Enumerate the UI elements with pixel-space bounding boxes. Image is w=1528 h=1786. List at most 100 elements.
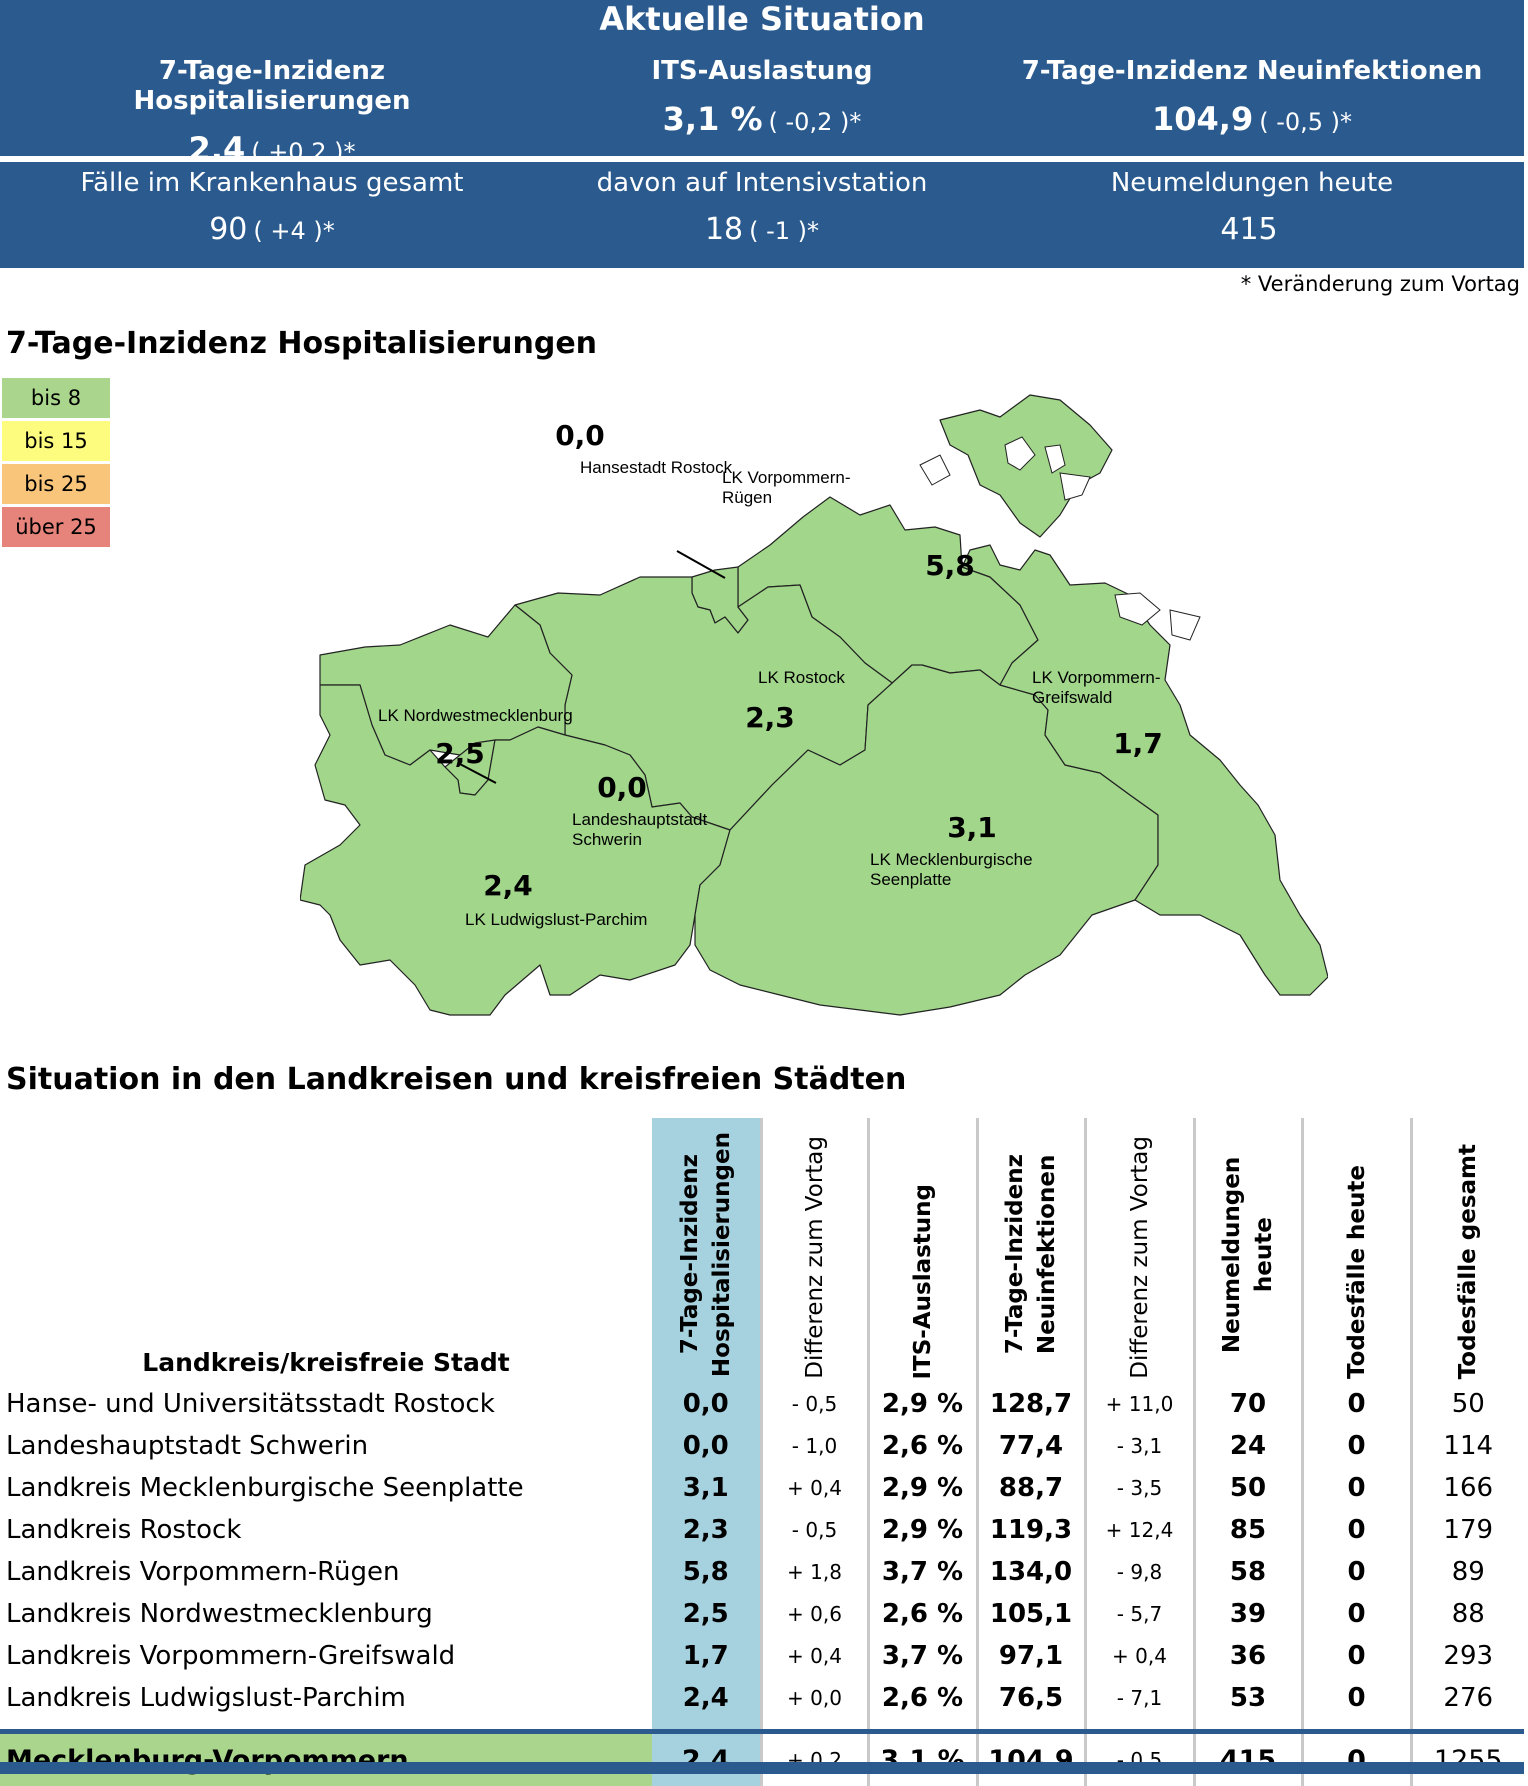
spacer-cell (652, 1719, 761, 1732)
cell-diff-hosp: - 1,0 (759, 1425, 868, 1468)
map-region-name: LK Mecklenburgische Seenplatte (870, 850, 1033, 889)
cell-deaths-total: 88 (1409, 1593, 1524, 1636)
kpi-value: 104,9 (1151, 100, 1254, 138)
cell-new-infections-incidence: 88,7 (975, 1467, 1085, 1510)
cell-deaths-today: 0 (1300, 1593, 1411, 1636)
table-row: Landkreis Vorpommern-Greifswald 1,7 + 0,4 3… (0, 1635, 1524, 1678)
cell-hosp-incidence: 5,8 (652, 1551, 761, 1594)
header-hosp-incidence: 7-Tage-Inzidenz Hospitalisierungen (652, 1118, 761, 1384)
map-region-value: 2,3 (745, 701, 795, 734)
cell-diff-hosp: + 0,2 (759, 1729, 868, 1786)
cell-new-infections-incidence: 134,0 (975, 1551, 1085, 1594)
cell-deaths-today: 0 (1300, 1729, 1411, 1786)
bottom-bar (0, 1762, 1524, 1774)
cell-diff-infections: - 5,7 (1083, 1593, 1194, 1636)
kpi-icu-cases: davon auf Intensivstation 18( -1 )* (512, 168, 1012, 247)
cell-deaths-total: 1255 (1409, 1729, 1524, 1786)
header-deaths-total: Todesfälle gesamt (1409, 1118, 1524, 1384)
table-total-row: Mecklenburg-Vorpommern 2,4 + 0,2 3,1 % 104,9… (0, 1729, 1524, 1786)
cell-deaths-total: 89 (1409, 1551, 1524, 1594)
cell-diff-infections: + 11,0 (1083, 1383, 1194, 1426)
legend-item: bis 8 (2, 378, 110, 418)
cell-district-name: Landkreis Vorpommern-Rügen (6, 1557, 400, 1588)
cell-its-load: 3,7 % (866, 1635, 977, 1678)
cell-new-reports: 415 (1192, 1729, 1302, 1786)
map-region-name: Landeshauptstadt Schwerin (572, 810, 707, 849)
table-header-row: Landkreis/kreisfreie Stadt 7-Tage-Inzide… (0, 1118, 1524, 1384)
cell-deaths-today: 0 (1300, 1677, 1411, 1720)
spacer-cell (1192, 1719, 1302, 1732)
table-row: Landkreis Vorpommern-Rügen 5,8 + 1,8 3,7 % 1… (0, 1551, 1524, 1594)
spacer-cell (1083, 1719, 1194, 1732)
header-label: Todesfälle heute (1343, 1165, 1370, 1380)
table-row: Landkreis Rostock 2,3- 0,5 2,9 % 119,3 + 12,… (0, 1509, 1524, 1552)
cell-new-infections-incidence: 104,9 (975, 1729, 1085, 1786)
map-water (919, 436, 1201, 641)
summary-panel-top: Aktuelle Situation 7-Tage-Inzidenz Hospi… (0, 0, 1524, 168)
header-new-reports: Neumeldungen heute (1192, 1118, 1302, 1384)
cell-diff-infections: + 12,4 (1083, 1509, 1194, 1552)
kpi-value: 2,4 (188, 130, 246, 168)
cell-new-infections-incidence: 128,7 (975, 1383, 1085, 1426)
kpi-change: ( +0,2 )* (251, 138, 356, 166)
cell-district-name: Landkreis Vorpommern-Greifswald (6, 1641, 456, 1672)
cell-deaths-today: 0 (1300, 1383, 1411, 1426)
cell-diff-infections: - 3,5 (1083, 1467, 1194, 1510)
map-region-value: 1,7 (1113, 727, 1163, 760)
kpi-hosp-incidence: 7-Tage-Inzidenz Hospitalisierungen 2,4( … (22, 56, 522, 168)
header-district: Landkreis/kreisfreie Stadt (142, 1348, 510, 1378)
cell-district-name: Landkreis Nordwestmecklenburg (6, 1599, 433, 1630)
cell-hosp-incidence: 0,0 (652, 1383, 761, 1426)
spacer-cell (0, 1719, 652, 1732)
header-label: 7-Tage-Inzidenz Hospitalisierungen (676, 1132, 735, 1378)
cell-deaths-total: 114 (1409, 1425, 1524, 1468)
cell-diff-hosp: + 0,4 (759, 1635, 868, 1678)
map-region-value: 3,1 (947, 811, 997, 844)
summary-title: Aktuelle Situation (599, 0, 925, 38)
cell-diff-hosp: - 0,5 (759, 1509, 868, 1552)
cell-new-infections-incidence: 97,1 (975, 1635, 1085, 1678)
header-new-infections-incidence: 7-Tage-Inzidenz Neuinfektionen (975, 1118, 1085, 1384)
map-leader-lines (457, 550, 726, 784)
spacer-cell (1409, 1719, 1524, 1732)
cell-diff-infections: - 7,1 (1083, 1677, 1194, 1720)
cell-new-infections-incidence: 119,3 (975, 1509, 1085, 1552)
map-region-ludwigslust-parchim (300, 684, 731, 1016)
kpi-value: 90 (209, 212, 248, 247)
cell-district-name: Hanse- und Universitätsstadt Rostock (6, 1389, 495, 1420)
cell-new-reports: 50 (1192, 1467, 1302, 1510)
cell-deaths-today: 0 (1300, 1551, 1411, 1594)
cell-diff-infections: - 9,8 (1083, 1551, 1194, 1594)
cell-its-load: 3,1 % (866, 1729, 977, 1786)
cell-diff-infections: + 0,4 (1083, 1635, 1194, 1678)
kpi-label: Fälle im Krankenhaus gesamt (80, 168, 464, 198)
cell-new-reports: 36 (1192, 1635, 1302, 1678)
map-region-value: 2,5 (435, 737, 485, 770)
cell-hosp-incidence: 0,0 (652, 1425, 761, 1468)
map-region-vorpommern-greifswald (961, 544, 1328, 996)
cell-deaths-today: 0 (1300, 1425, 1411, 1468)
kpi-label: 7-Tage-Inzidenz Hospitalisierungen (133, 56, 411, 116)
table-row: Landeshauptstadt Schwerin 0,0- 1,0 2,6 % 77… (0, 1425, 1524, 1468)
map-region-value: 5,8 (925, 549, 975, 582)
cell-diff-hosp: + 0,0 (759, 1677, 868, 1720)
map-region-name: LK Vorpommern-Greifswald (1032, 668, 1161, 707)
header-label: Neumeldungen heute (1219, 1156, 1277, 1353)
cell-hosp-incidence: 2,4 (652, 1677, 761, 1720)
map-title: 7-Tage-Inzidenz Hospitalisierungen (6, 326, 598, 361)
cell-deaths-today: 0 (1300, 1635, 1411, 1678)
cell-diff-hosp: + 1,8 (759, 1551, 868, 1594)
header-its-load: ITS-Auslastung (866, 1118, 977, 1384)
cell-hosp-incidence: 2,4 (652, 1729, 761, 1786)
map-region-name: LK Ludwigslust-Parchim (465, 910, 647, 929)
district-map: Hansestadt Rostock 0,0 LK Vorpommern-Rügen… (300, 394, 1328, 1016)
kpi-change: ( -0,2 )* (768, 108, 862, 136)
cell-diff-hosp: + 0,6 (759, 1593, 868, 1636)
cell-its-load: 3,7 % (866, 1551, 977, 1594)
kpi-label: Neumeldungen heute (1110, 168, 1394, 198)
header-label: ITS-Auslastung (909, 1183, 936, 1380)
cell-its-load: 2,9 % (866, 1509, 977, 1552)
cell-its-load: 2,6 % (866, 1593, 977, 1636)
cell-new-reports: 85 (1192, 1509, 1302, 1552)
cell-hosp-incidence: 3,1 (652, 1467, 761, 1510)
